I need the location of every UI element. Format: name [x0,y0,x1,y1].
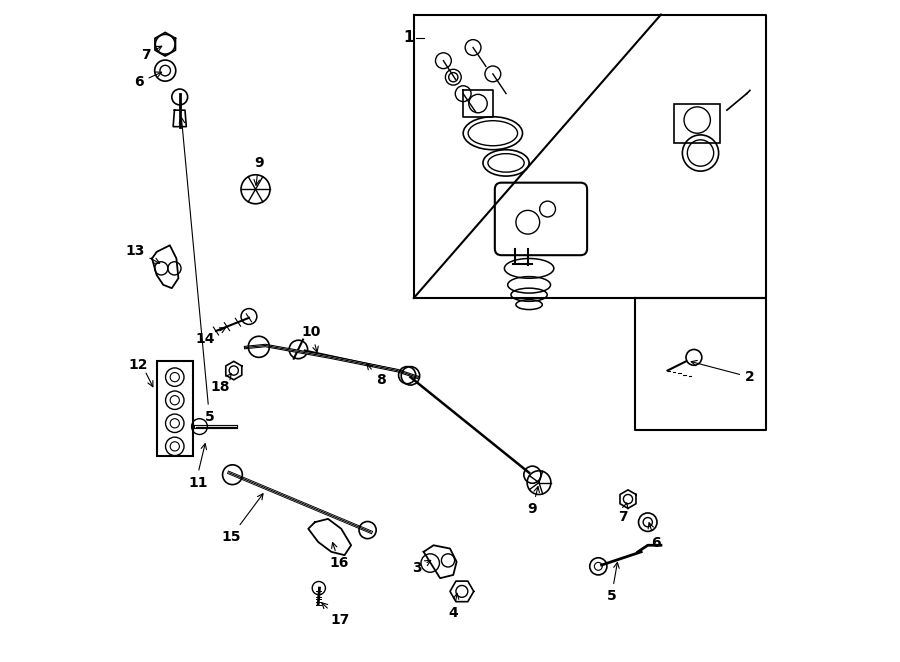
Text: 7: 7 [618,503,628,524]
Text: 6: 6 [134,72,161,89]
Text: 17: 17 [321,602,349,627]
Text: 10: 10 [302,325,321,352]
Text: 18: 18 [211,373,231,394]
Text: 8: 8 [367,363,386,387]
Text: 4: 4 [448,593,459,620]
Text: 15: 15 [221,494,263,544]
Text: 12: 12 [129,358,148,372]
Text: 14: 14 [195,328,226,346]
Text: 1: 1 [403,30,414,45]
Text: 13: 13 [125,244,159,263]
Text: 5: 5 [607,563,619,603]
Text: 7: 7 [140,46,162,62]
Circle shape [686,350,702,365]
Text: 9: 9 [254,156,264,185]
Text: 6: 6 [648,523,661,550]
Text: 5: 5 [179,117,214,424]
Text: 16: 16 [329,542,349,570]
Text: 3: 3 [412,561,431,575]
Bar [674,103,720,143]
Text: 11: 11 [188,475,208,490]
Bar [157,361,193,456]
Text: 2: 2 [691,360,755,384]
Text: 9: 9 [527,487,539,516]
